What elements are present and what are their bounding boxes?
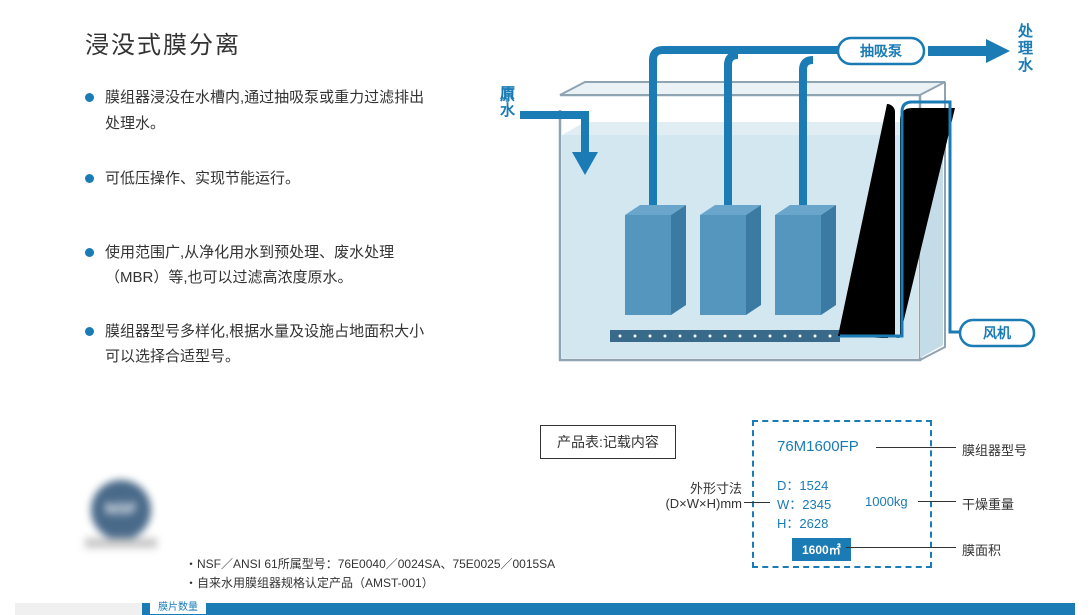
legend-dim-h: H：2628 [777, 513, 828, 532]
product-legend: 产品表:记载内容 76M1600FP D：1524 W：2345 H：2628 … [530, 420, 1060, 570]
legend-dim-d: D：1524 [777, 475, 828, 494]
treated-water-arrow [928, 39, 1010, 63]
pump-label: 抽吸泵 [860, 43, 902, 59]
legend-ext-model: 膜组器型号 [962, 440, 1027, 459]
connector-line [744, 502, 770, 503]
footnote-line: ・自来水用膜组器规格认定产品（AMST-001） [185, 574, 555, 593]
page-title: 浸没式膜分离 [85, 25, 241, 60]
nsf-badge: NSF [85, 480, 157, 552]
footnote-line: ・NSF／ANSI 61所属型号：76E0040／0024SA、75E0025／… [185, 555, 555, 574]
legend-ext-area: 膜面积 [962, 540, 1001, 559]
legend-ext-weight: 干燥重量 [962, 494, 1014, 513]
connector-line [918, 501, 956, 502]
legend-model-number: 76M1600FP [777, 438, 859, 455]
membrane-modules [625, 205, 836, 315]
connector-line [846, 547, 956, 548]
diffuser [610, 330, 840, 342]
legend-dim-w: W：2345 [777, 494, 831, 513]
svg-text:水: 水 [1018, 56, 1034, 74]
feature-item: 膜组器浸没在水槽内,通过抽吸泵或重力过滤排出处理水。 [85, 85, 425, 136]
legend-ext-dim2: (D×W×H)mm [620, 496, 742, 511]
pump-box: 抽吸泵 [838, 38, 924, 64]
blower-box: 风机 [960, 320, 1034, 346]
blower-label: 风机 [983, 325, 1011, 341]
legend-title: 产品表:记载内容 [540, 425, 676, 459]
legend-ext-dim1: 外形寸法 [632, 478, 742, 497]
feature-item: 可低压操作、实现节能运行。 [85, 166, 425, 192]
legend-area-badge: 1600㎡ [792, 538, 851, 561]
raw-water-label: 原 [500, 85, 515, 102]
legend-weight: 1000kg [865, 494, 908, 509]
raw-water-label2: 水 [500, 101, 516, 119]
nsf-base [85, 538, 157, 548]
feature-list: 膜组器浸没在水槽内,通过抽吸泵或重力过滤排出处理水。 可低压操作、实现节能运行。… [85, 85, 425, 370]
feature-item: 膜组器型号多样化,根据水量及设施占地面积大小可以选择合适型号。 [85, 319, 425, 370]
nsf-icon: NSF [91, 480, 151, 540]
treated-water-label: 处 [1017, 22, 1034, 40]
footnotes: ・NSF／ANSI 61所属型号：76E0040／0024SA、75E0025／… [185, 555, 555, 593]
connector-line [876, 447, 956, 448]
feature-item: 使用范围广,从净化用水到预处理、废水处理（MBR）等,也可以过滤高浓度原水。 [85, 240, 425, 291]
svg-text:理: 理 [1018, 40, 1033, 57]
process-diagram: 原 原 水 抽吸泵 处 理 水 [500, 20, 1060, 380]
bottom-tab-label: 膜片数量 [150, 597, 206, 614]
